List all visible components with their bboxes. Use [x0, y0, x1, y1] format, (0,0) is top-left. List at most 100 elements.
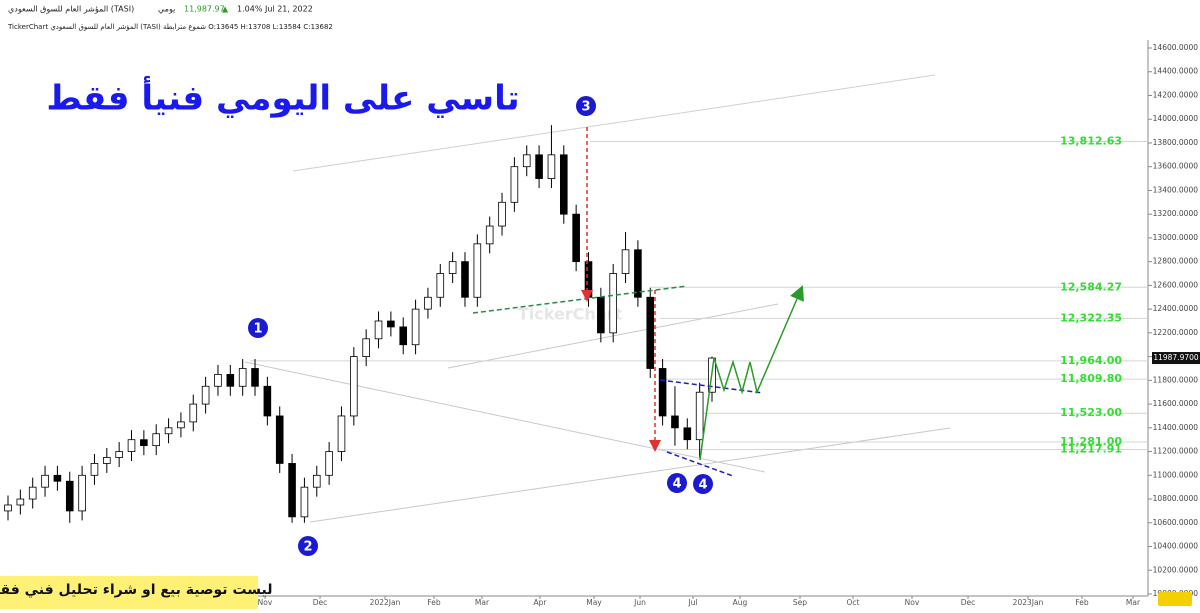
- candle-body: [214, 374, 222, 387]
- wave-marker: [667, 473, 687, 493]
- x-tick-label: Oct: [847, 598, 860, 607]
- header-period: يومي: [158, 5, 175, 14]
- x-tick-label: Dec: [313, 598, 328, 607]
- y-tick-label: 12600.0000: [1153, 280, 1199, 289]
- candle-body: [103, 457, 111, 464]
- candle-body: [448, 261, 457, 274]
- candle-body: [461, 261, 469, 298]
- candle-body: [16, 498, 25, 506]
- y-tick-label: 10600.0000: [1153, 518, 1199, 527]
- candle-body: [510, 166, 519, 203]
- level-label: 11,523.00: [1060, 406, 1122, 419]
- candle-body: [547, 154, 556, 179]
- level-label: 11,964.00: [1060, 354, 1122, 367]
- wave-label: 4: [672, 477, 681, 492]
- candle-body: [658, 368, 667, 417]
- y-tick-label: 14400.0000: [1153, 67, 1199, 76]
- candle-body: [226, 374, 235, 387]
- y-tick-label: 11600.0000: [1153, 399, 1199, 408]
- support-line: [472, 285, 688, 314]
- disclaimer-box: [0, 576, 258, 609]
- level-label: 13,812.63: [1060, 134, 1122, 147]
- level-label: 12,322.35: [1060, 311, 1122, 324]
- candle-body: [53, 474, 62, 482]
- x-tick-label: Apr: [534, 598, 548, 607]
- candle-body: [337, 415, 346, 452]
- y-tick-label: 14600.0000: [1153, 43, 1199, 52]
- candle-body: [436, 273, 445, 298]
- level-label: 11,809.80: [1060, 372, 1122, 385]
- x-tick-label: Nov: [905, 598, 920, 607]
- x-tick-label: Mar: [475, 598, 490, 607]
- candle-body: [695, 391, 704, 441]
- candle-body: [671, 415, 679, 429]
- candle-body: [164, 427, 173, 435]
- wave-marker: [298, 536, 318, 556]
- candle-body: [683, 427, 692, 441]
- candle-body: [350, 356, 358, 417]
- header-arrow: ▲: [222, 5, 229, 14]
- candle-body: [275, 415, 284, 464]
- candle-body: [597, 296, 605, 334]
- candle-body: [127, 439, 136, 452]
- y-tick-label: 14200.0000: [1153, 90, 1199, 99]
- candle-body: [177, 421, 185, 429]
- candle-body: [238, 368, 247, 387]
- y-tick-label: 13200.0000: [1153, 209, 1199, 218]
- x-tick-label: 2023Jan: [1013, 598, 1044, 607]
- candle-body: [312, 474, 321, 488]
- y-tick-label: 11800.0000: [1153, 375, 1199, 384]
- header-date: Jul 21, 2022: [264, 5, 313, 14]
- wave-marker: [248, 318, 268, 338]
- y-tick-label: 13800.0000: [1153, 138, 1199, 147]
- x-tick-label: 2022Jan: [370, 598, 401, 607]
- candle-body: [4, 504, 12, 512]
- candle-body: [288, 463, 296, 518]
- x-tick-label: Nov: [258, 598, 273, 607]
- y-tick-label: 13000.0000: [1153, 233, 1199, 242]
- y-tick-label: 12200.0000: [1153, 328, 1199, 337]
- corner-icon: [1158, 592, 1192, 606]
- candle-body: [387, 320, 395, 328]
- header-ohlc: TickerChart المؤشر العام للسوق السعودي (…: [7, 23, 333, 31]
- candle-body: [473, 243, 482, 298]
- y-tick-label: 11400.0000: [1153, 423, 1199, 432]
- y-tick-label: 13400.0000: [1153, 185, 1199, 194]
- y-tick-label: 14000.0000: [1153, 114, 1199, 123]
- y-tick-label: 10800.0000: [1153, 494, 1199, 503]
- candle-body: [411, 308, 420, 346]
- header-name: المؤشر العام للسوق السعودي (TASI): [8, 5, 134, 14]
- x-tick-label: Feb: [1075, 598, 1089, 607]
- x-tick-label: May: [586, 598, 602, 607]
- candle-body: [584, 261, 593, 298]
- projection: [699, 285, 804, 461]
- wave-label: 2: [303, 540, 312, 555]
- y-tick-label: 12400.0000: [1153, 304, 1199, 313]
- y-tick-label: 12800.0000: [1153, 257, 1199, 266]
- level-label: 11,217.91: [1060, 442, 1122, 455]
- candle-body: [572, 213, 580, 263]
- candle-body: [646, 296, 655, 369]
- header-price: 11,987.97: [184, 5, 225, 14]
- chart-title: تاسي على اليومي فنيأ فقط: [46, 76, 519, 119]
- candle-body: [424, 296, 432, 310]
- y-tick-label: 10200.0000: [1153, 565, 1199, 574]
- y-tick-label: 11000.0000: [1153, 470, 1199, 479]
- x-tick-label: Dec: [961, 598, 976, 607]
- y-tick-label: 11200.0000: [1153, 447, 1199, 456]
- candle-body: [498, 201, 506, 227]
- candle-body: [535, 154, 543, 179]
- wedge-line: [666, 451, 734, 477]
- wave-marker: [576, 96, 596, 116]
- candle-body: [609, 273, 617, 334]
- disclaimer: ليست توصية بيع او شراء تحليل فني فقط: [0, 582, 272, 598]
- wave-label: 1: [253, 322, 262, 337]
- candle-body: [374, 320, 383, 340]
- price-tag-label: 11987.9700: [1153, 353, 1199, 362]
- candle-body: [41, 474, 49, 488]
- candle-body: [263, 385, 272, 417]
- candle-body: [152, 433, 161, 447]
- wave-marker: [693, 474, 713, 494]
- y-tick-label: 13600.0000: [1153, 162, 1199, 171]
